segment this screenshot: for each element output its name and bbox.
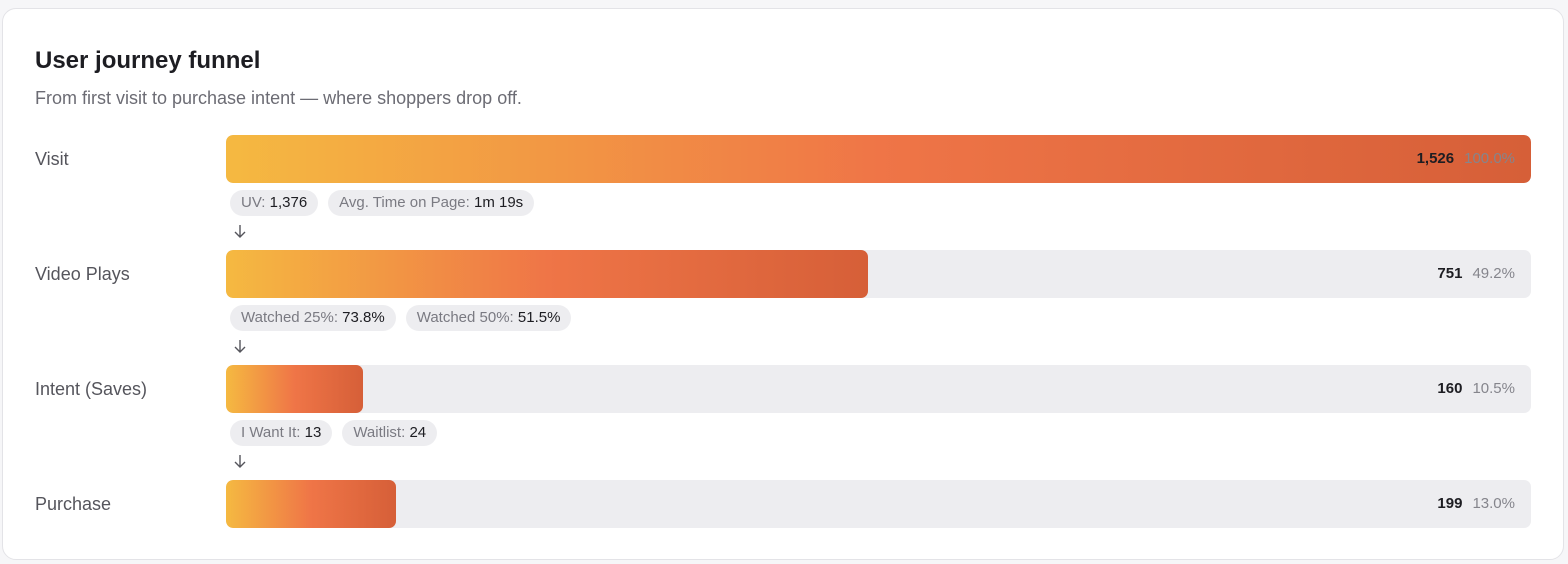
bar-values: 199 13.0% bbox=[1437, 480, 1515, 528]
chip-label: Waitlist: bbox=[353, 424, 406, 441]
percent-label: 49.2% bbox=[1472, 265, 1515, 282]
bar-values: 1,526 100.0% bbox=[1417, 135, 1515, 183]
bar bbox=[226, 365, 363, 413]
chip-value: 1m 19s bbox=[473, 194, 524, 211]
count-label: 199 bbox=[1437, 495, 1463, 512]
bar-track: 160 10.5% bbox=[226, 365, 1531, 413]
detail-chips: UV: 1,376 Avg. Time on Page: 1m 19s bbox=[230, 190, 535, 216]
percent-label: 10.5% bbox=[1472, 380, 1515, 397]
bar-values: 160 10.5% bbox=[1437, 365, 1515, 413]
chip-label: Watched 25%: bbox=[241, 309, 338, 326]
detail-chips: Watched 25%: 73.8% Watched 50%: 51.5% bbox=[230, 305, 572, 331]
chip-label: I Want It: bbox=[241, 424, 301, 441]
percent-label: 100.0% bbox=[1464, 150, 1515, 167]
bar bbox=[226, 480, 397, 528]
detail-chip: UV: 1,376 bbox=[230, 190, 319, 216]
down-arrow bbox=[234, 340, 246, 353]
percent-label: 13.0% bbox=[1472, 495, 1515, 512]
stage-label: Visit bbox=[35, 149, 69, 169]
down-arrow bbox=[234, 225, 246, 238]
detail-chip: Watched 25%: 73.8% bbox=[230, 305, 396, 331]
chip-value: 13 bbox=[304, 424, 322, 441]
detail-chip: Waitlist: 24 bbox=[342, 420, 438, 446]
chip-value: 24 bbox=[409, 424, 427, 441]
chip-label: Avg. Time on Page: bbox=[339, 194, 470, 211]
count-label: 1,526 bbox=[1416, 150, 1455, 167]
chip-label: UV: bbox=[241, 194, 266, 211]
chip-label: Watched 50%: bbox=[416, 309, 514, 326]
stage-label: Purchase bbox=[35, 494, 112, 514]
bar bbox=[226, 135, 1531, 183]
bar-values: 751 49.2% bbox=[1437, 250, 1515, 298]
count-label: 751 bbox=[1437, 265, 1463, 282]
chip-value: 1,376 bbox=[269, 194, 308, 211]
chip-value: 51.5% bbox=[517, 309, 561, 326]
detail-chip: I Want It: 13 bbox=[230, 420, 333, 446]
bar-track: 751 49.2% bbox=[226, 250, 1531, 298]
bar-track: 199 13.0% bbox=[226, 480, 1531, 528]
bar bbox=[226, 250, 869, 298]
count-label: 160 bbox=[1437, 380, 1463, 397]
down-arrow bbox=[234, 455, 246, 468]
chip-value: 73.8% bbox=[342, 309, 385, 326]
detail-chip: Avg. Time on Page: 1m 19s bbox=[328, 190, 535, 216]
detail-chips: I Want It: 13 Waitlist: 24 bbox=[230, 420, 438, 446]
chart-title: User journey funnel bbox=[35, 47, 261, 74]
stage-label: Intent (Saves) bbox=[35, 379, 148, 399]
detail-chip: Watched 50%: 51.5% bbox=[405, 305, 572, 331]
stage-label: Video Plays bbox=[35, 264, 130, 284]
chart-subtitle: From first visit to purchase intent — wh… bbox=[35, 88, 522, 108]
funnel-card: User journey funnel From first visit to … bbox=[2, 8, 1564, 560]
bar-track: 1,526 100.0% bbox=[226, 135, 1531, 183]
